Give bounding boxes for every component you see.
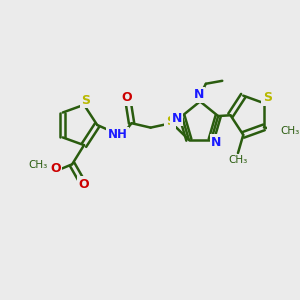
Text: N: N	[172, 112, 182, 125]
Text: O: O	[79, 178, 89, 190]
Text: S: S	[262, 91, 272, 104]
Text: S: S	[166, 115, 175, 128]
Text: O: O	[50, 163, 61, 176]
Text: CH₃: CH₃	[228, 154, 248, 165]
Text: N: N	[194, 88, 204, 101]
Text: CH₃: CH₃	[281, 127, 300, 136]
Text: S: S	[81, 94, 90, 107]
Text: CH₃: CH₃	[29, 160, 48, 170]
Text: NH: NH	[108, 128, 127, 142]
Text: N: N	[211, 136, 221, 148]
Text: O: O	[122, 92, 132, 104]
